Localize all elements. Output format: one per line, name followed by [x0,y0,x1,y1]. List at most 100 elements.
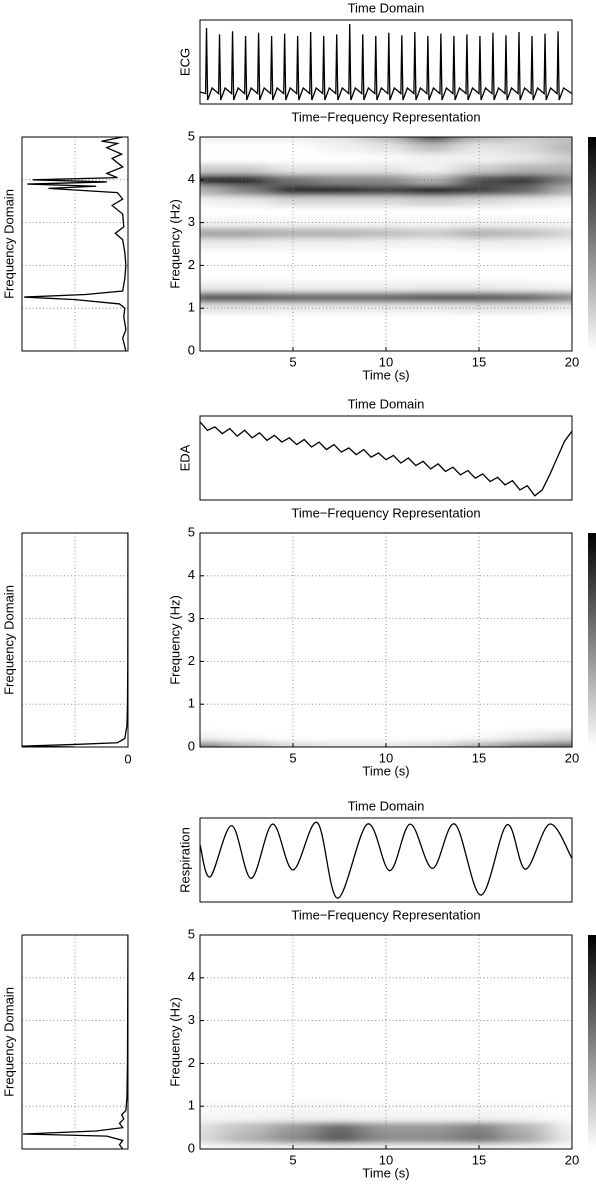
heatmap [200,533,572,747]
heatmap-cell [200,270,224,282]
heatmap-cell [409,709,456,721]
heatmap-cell [223,345,270,351]
heatmap-cell [502,634,549,646]
heatmap-cell [502,185,549,196]
heatmap-cell [548,281,572,293]
heatmap-cell [502,1036,549,1048]
heatmap-cell [548,634,572,646]
heatmap-cell [409,1036,456,1048]
heatmap-cell [548,613,572,624]
y-axis-label: ECG [177,48,192,76]
heatmap-cell [502,602,549,614]
heatmap-cell [223,249,270,261]
heatmap-cell [455,1068,503,1080]
heatmap-cell [362,602,410,614]
heatmap-cell [316,709,363,721]
heatmap-cell [316,260,363,271]
x-tick-label: 15 [472,750,486,765]
heatmap-cell [362,666,410,678]
heatmap-cell [362,677,410,689]
heatmap-cell [548,334,572,346]
heatmap-cell [223,281,270,293]
heatmap-cell [502,730,549,742]
heatmap-cell [316,1090,363,1101]
heatmap-cell [409,677,456,689]
heatmap-cell [223,153,270,164]
heatmap-cell [316,972,363,984]
y-tick-label: 2 [188,1055,195,1070]
heatmap-cell [548,602,572,614]
heatmap-cell [316,634,363,646]
heatmap-cell [223,666,270,678]
x-axis-label: Time (s) [362,1165,409,1180]
heatmap-cell [316,993,363,1005]
heatmap-cell [548,570,572,582]
heatmap-cell [409,656,456,667]
heatmap-cell [409,153,456,164]
heatmap-cell [409,249,456,261]
heatmap-cell [502,313,549,325]
heatmap-cell [548,1068,572,1080]
heatmap-cell [316,1111,363,1123]
heatmap-cell [502,581,549,592]
heatmap-cell [455,645,503,657]
heatmap-cell [548,163,572,175]
heatmap-cell [200,677,224,689]
heatmap-cell [200,302,224,314]
heatmap-cell [455,666,503,678]
heatmap-cell [316,741,363,747]
heatmap-cell [455,281,503,293]
axes-frame [199,415,573,501]
heatmap-cell [200,185,224,196]
heatmap-cell [200,935,224,941]
heatmap-cell [409,730,456,742]
heatmap-cell [316,1025,363,1037]
heatmap-cell [269,137,317,143]
heatmap-cell [548,1058,572,1069]
heatmap-cell [409,345,456,351]
heatmap-cell [269,666,317,678]
heatmap-cell [269,1090,317,1101]
x-axis-label: Time (s) [362,763,409,778]
heatmap-cell [502,281,549,293]
heatmap-cell [409,1047,456,1059]
heatmap-cell [455,292,503,303]
heatmap-cell [269,227,317,239]
chart-title: Time−Frequency Representation [291,505,480,520]
heatmap-cell [455,1090,503,1101]
heatmap-cell [269,623,317,635]
heatmap-cell [316,1122,363,1133]
heatmap-cell [409,324,456,335]
heatmap-cell [409,961,456,973]
heatmap-cell [223,1122,270,1133]
y-tick-label: 2 [188,653,195,668]
heatmap-cell [316,1015,363,1026]
heatmap-cell [548,195,572,207]
heatmap-cell [409,741,456,747]
y-tick-label: 4 [188,969,195,984]
heatmap-cell [316,549,363,560]
heatmap-cell [223,313,270,325]
heatmap-cell [200,260,224,271]
heatmap-cell [409,142,456,154]
heatmap-cell [409,217,456,228]
heatmap-cell [502,345,549,351]
heatmap-cell [409,1143,456,1149]
heatmap-cell [502,709,549,721]
heatmap-cell [200,581,224,592]
heatmap-cell [269,688,317,699]
heatmap-cell [409,1068,456,1080]
heatmap-cell [200,1025,224,1037]
heatmap-cell [316,163,363,175]
heatmap-cell [316,153,363,164]
axes-frame [21,532,129,748]
heatmap-cell [502,195,549,207]
heatmap-cell [316,983,363,994]
heatmap-cell [362,238,410,250]
heatmap-cell [223,1047,270,1059]
signal-line [200,821,572,899]
heatmap-cell [548,1100,572,1112]
heatmap-cell [316,195,363,207]
heatmap-cell [200,1100,224,1112]
y-axis-label: Frequency Domain [1,189,16,299]
